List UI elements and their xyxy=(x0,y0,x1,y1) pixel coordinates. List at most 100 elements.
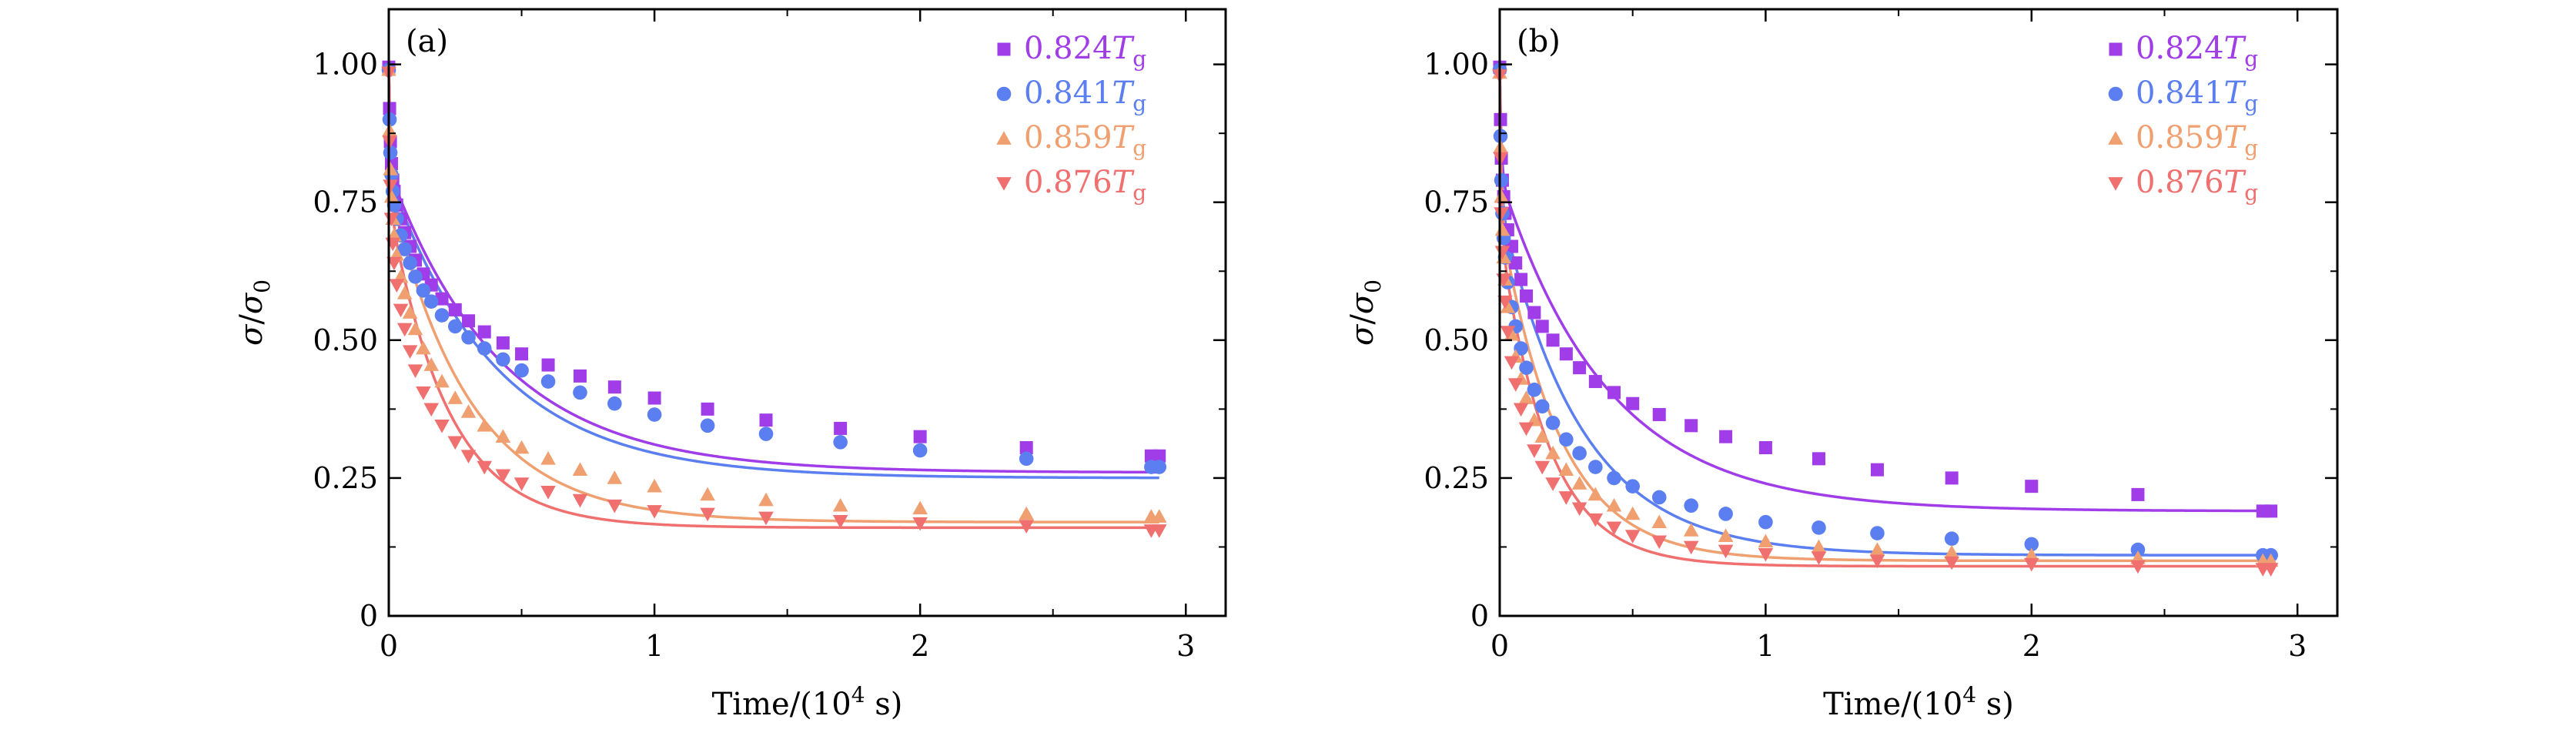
data-point xyxy=(1518,390,1534,404)
data-point xyxy=(1758,547,1774,562)
legend-label: 0.841Tg xyxy=(1024,75,1146,116)
data-point xyxy=(1545,415,1561,430)
data-point xyxy=(1718,544,1734,559)
legend-label: 0.876Tg xyxy=(2136,165,2258,206)
x-tick-label: 2 xyxy=(911,629,929,663)
fit-line-0824 xyxy=(389,64,1159,474)
data-point xyxy=(1718,528,1734,542)
data-point xyxy=(1153,449,1166,463)
data-point xyxy=(1494,189,1509,203)
data-point xyxy=(700,418,715,433)
y-axis-title: σ/σ0 xyxy=(1345,279,1386,346)
data-point xyxy=(416,386,431,400)
data-point xyxy=(1870,526,1885,540)
data-point xyxy=(1534,460,1551,475)
data-point xyxy=(1811,551,1827,565)
panel-label: (b) xyxy=(1517,24,1561,59)
data-point xyxy=(1494,172,1509,188)
data-point xyxy=(383,179,398,194)
data-point xyxy=(1545,445,1561,460)
data-point xyxy=(389,279,405,293)
data-point xyxy=(496,336,510,350)
data-point xyxy=(1652,408,1666,422)
data-point xyxy=(1152,460,1167,474)
data-point xyxy=(1514,341,1528,356)
data-point xyxy=(408,269,423,284)
data-point xyxy=(1494,207,1509,221)
data-point xyxy=(515,347,529,361)
data-point xyxy=(514,477,530,491)
legend-item: 0.859Tg xyxy=(996,120,1146,161)
data-point xyxy=(1607,386,1621,400)
data-point xyxy=(1869,554,1885,569)
data-point xyxy=(1545,477,1561,491)
data-point xyxy=(573,385,587,400)
data-point xyxy=(402,305,418,319)
data-point xyxy=(403,256,417,270)
data-point xyxy=(1683,523,1699,537)
data-point xyxy=(1500,299,1516,313)
data-point xyxy=(1504,356,1520,370)
y-tick-label: 0 xyxy=(360,599,378,633)
data-point xyxy=(1606,521,1622,536)
data-point xyxy=(416,283,431,298)
data-point xyxy=(461,330,476,345)
data-point xyxy=(1151,524,1167,538)
y-tick-label: 0.75 xyxy=(1423,186,1489,219)
data-point xyxy=(1019,451,1034,467)
data-point xyxy=(1534,399,1550,414)
data-point xyxy=(2024,557,2039,572)
data-point xyxy=(1869,542,1885,556)
data-point xyxy=(1500,326,1516,340)
data-point xyxy=(2131,487,2145,501)
x-tick-label: 0 xyxy=(1490,629,1509,663)
data-point xyxy=(700,487,715,501)
data-point xyxy=(396,323,413,337)
data-point xyxy=(2024,537,2039,552)
data-point xyxy=(416,340,431,355)
x-tick-label: 1 xyxy=(1756,629,1775,663)
data-point xyxy=(1651,514,1668,529)
panel-label: (a) xyxy=(406,24,448,59)
data-point xyxy=(1558,491,1574,505)
data-point xyxy=(540,374,556,389)
x-axis-title: Time/(104 s) xyxy=(1823,682,2014,722)
data-point xyxy=(1572,446,1587,460)
data-point xyxy=(758,492,774,507)
data-point xyxy=(477,460,493,475)
data-point xyxy=(2130,560,2146,574)
data-point xyxy=(514,440,530,454)
data-point xyxy=(460,450,477,464)
x-tick-label: 3 xyxy=(1176,629,1195,663)
data-point xyxy=(1651,535,1668,550)
data-point xyxy=(1587,487,1604,501)
data-point xyxy=(758,511,774,526)
data-point xyxy=(647,391,661,405)
data-point xyxy=(1606,497,1622,512)
data-point xyxy=(1513,403,1529,417)
data-point xyxy=(572,493,588,508)
data-point xyxy=(701,402,714,416)
data-point xyxy=(1626,396,1640,410)
data-point xyxy=(572,462,588,476)
series-0876-points xyxy=(1492,69,2279,577)
data-point xyxy=(700,507,715,522)
data-point xyxy=(393,303,409,318)
plot-frame xyxy=(387,8,1227,617)
data-point xyxy=(434,308,450,323)
data-point xyxy=(541,358,555,372)
x-tick-label: 2 xyxy=(2022,629,2041,663)
data-point xyxy=(1507,378,1524,392)
panel-a: 0 1 2 3 0 0.25 0.50 0.75 1.00 Time/(104 s) σ/σ0 (a)… xyxy=(234,8,1227,722)
data-point xyxy=(1573,361,1587,375)
data-point xyxy=(1534,429,1551,443)
y-tick-label: 0.75 xyxy=(313,186,378,219)
data-point xyxy=(1624,530,1641,544)
data-point xyxy=(434,373,450,388)
data-point xyxy=(1945,471,1959,485)
data-point xyxy=(1520,289,1534,303)
data-point xyxy=(383,145,398,160)
